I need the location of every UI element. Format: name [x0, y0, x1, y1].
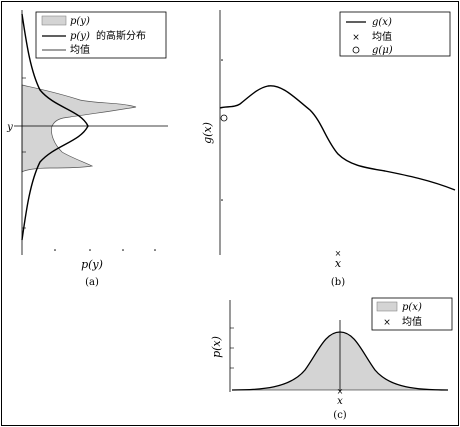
panel-c: × p(x) × 均值 p(x) x (c) [210, 297, 453, 421]
panel-a-legend-label-2-var: p(y) [70, 31, 90, 42]
panel-a-legend-swatch-fill [41, 15, 67, 26]
panel-b-ytick [221, 199, 223, 201]
panel-c-legend-swatch-fill [376, 301, 398, 312]
panel-b-legend-label-2: 均值 [372, 30, 392, 43]
panel-a-ylabel: y [6, 122, 13, 133]
panel-b: × g(x) × 均值 g(μ) g(x) x (b) [201, 10, 456, 288]
panel-a-legend-label-2-text: 的高斯分布 [96, 29, 146, 42]
panel-b-mean-marker: × [335, 249, 342, 258]
panel-a-legend-label-3: 均值 [70, 43, 90, 56]
panel-b-gmu-marker [220, 114, 228, 122]
panel-b-ylabel: g(x) [201, 122, 214, 144]
panel-a-py-fill [21, 84, 137, 173]
panel-b-legend-label-1: g(x) [372, 17, 392, 28]
panel-c-mean-marker: × [337, 387, 344, 396]
panel-b-legend-swatch-gmu [352, 46, 360, 54]
panel-a-caption: (a) [85, 277, 99, 288]
panel-c-legend-label-2: 均值 [402, 315, 422, 328]
panel-a: p(y) p(y) 的高斯分布 均值 y p(y) (a) [6, 10, 168, 288]
panel-c-legend-label-1: p(x) [402, 302, 422, 313]
panel-a-xtick [154, 249, 156, 251]
panel-b-legend-label-3: g(μ) [372, 45, 393, 56]
panel-b-legend-swatch-mean: × [352, 33, 360, 43]
panel-a-xtick [54, 249, 56, 251]
panel-c-caption: (c) [333, 410, 347, 421]
panel-a-xlabel: p(y) [81, 258, 103, 271]
panel-b-legend-box [339, 11, 451, 57]
panel-b-xlabel: x [335, 257, 342, 270]
panel-a-xtick [89, 249, 91, 251]
panel-c-ylabel: p(x) [210, 336, 223, 358]
panel-a-xtick [122, 249, 124, 251]
panel-b-gx-curve [219, 85, 456, 191]
panel-c-legend-swatch-mean: × [383, 318, 391, 328]
panel-c-xlabel: x [337, 396, 343, 407]
panel-b-caption: (b) [331, 277, 345, 288]
panel-b-ytick [221, 59, 223, 61]
panel-a-legend-label-1: p(y) [70, 16, 90, 27]
